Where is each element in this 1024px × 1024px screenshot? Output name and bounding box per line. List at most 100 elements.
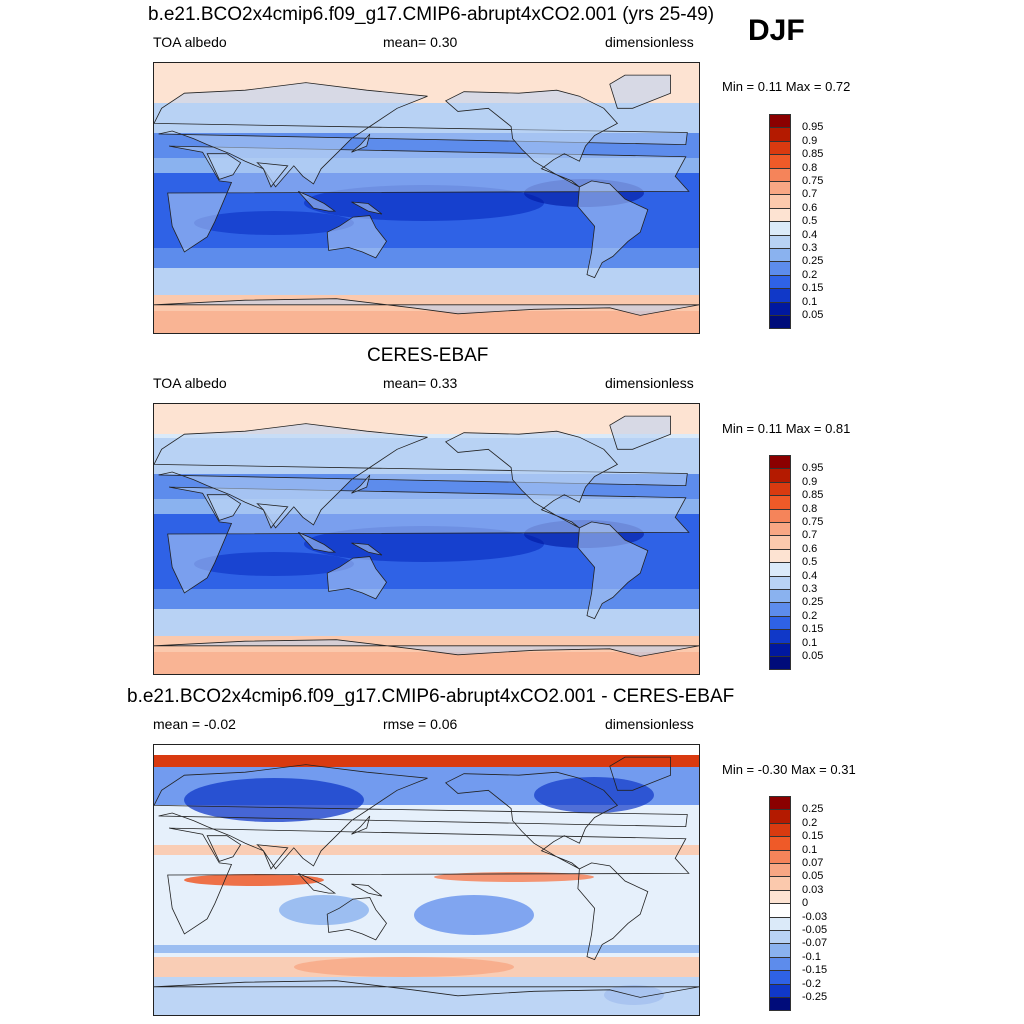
coastline bbox=[206, 835, 242, 862]
coastline bbox=[154, 298, 699, 316]
panel-1-map bbox=[153, 62, 700, 334]
colorbar-tick-label: -0.25 bbox=[802, 991, 828, 1003]
coastline bbox=[167, 827, 690, 935]
coastline bbox=[154, 639, 699, 657]
colorbar-tick-label: 0.2 bbox=[802, 816, 818, 829]
panel-2-units-label: dimensionless bbox=[605, 375, 694, 391]
colorbar-swatch bbox=[769, 997, 791, 1012]
colorbar-swatch bbox=[769, 930, 791, 945]
colorbar-tick-label: 0.75 bbox=[802, 516, 824, 528]
panel-2-minmax: Min = 0.11 Max = 0.81 bbox=[722, 421, 851, 436]
coastline bbox=[167, 486, 690, 594]
colorbar-swatch bbox=[769, 863, 791, 878]
coastline bbox=[351, 474, 371, 494]
colorbar-swatch bbox=[769, 114, 791, 129]
colorbar-swatch bbox=[769, 167, 791, 182]
colorbar-tick-label: 0.15 bbox=[802, 282, 824, 295]
panel-1-colorbar bbox=[769, 114, 791, 330]
colorbar-tick-label: 0.4 bbox=[802, 569, 818, 582]
coastline bbox=[256, 503, 289, 529]
colorbar-tick-label: 0.2 bbox=[802, 268, 818, 281]
colorbar-swatch bbox=[769, 916, 791, 931]
coastline bbox=[154, 82, 688, 188]
coastline bbox=[154, 764, 688, 870]
panel-2-map bbox=[153, 403, 700, 675]
panel-2-variable-label: TOA albedo bbox=[153, 375, 227, 391]
colorbar-swatch bbox=[769, 602, 791, 617]
colorbar-swatch bbox=[769, 140, 791, 156]
colorbar-tick-label: 0.25 bbox=[802, 255, 824, 268]
panel-3-title: b.e21.BCO2x4cmip6.f09_g17.CMIP6-abrupt4x… bbox=[127, 686, 735, 707]
colorbar-swatch bbox=[769, 248, 791, 263]
colorbar-tick-label: 0.6 bbox=[802, 542, 818, 555]
coastline bbox=[351, 883, 383, 897]
colorbar-swatch bbox=[769, 983, 791, 998]
coastline bbox=[577, 180, 649, 279]
colorbar-swatch bbox=[769, 181, 791, 196]
colorbar-swatch bbox=[769, 127, 791, 142]
colorbar-swatch bbox=[769, 589, 791, 604]
panel-1-minmax: Min = 0.11 Max = 0.72 bbox=[722, 79, 851, 94]
colorbar-swatch bbox=[769, 522, 791, 537]
colorbar-tick-label: 0.9 bbox=[802, 475, 818, 488]
panel-3-rmse-label: rmse = 0.06 bbox=[383, 716, 458, 732]
colorbar-tick-label: 0.8 bbox=[802, 161, 818, 174]
colorbar-swatch bbox=[769, 903, 791, 918]
colorbar-swatch bbox=[769, 548, 791, 564]
colorbar-tick-label: 0.2 bbox=[802, 609, 818, 622]
coastline bbox=[298, 532, 337, 553]
colorbar-swatch bbox=[769, 207, 791, 223]
coastline bbox=[577, 521, 649, 620]
colorbar-tick-label: 0.15 bbox=[802, 623, 824, 636]
colorbar-swatch bbox=[769, 809, 791, 824]
season-label: DJF bbox=[748, 14, 805, 47]
colorbar-tick-label: 0.85 bbox=[802, 148, 824, 161]
colorbar-tick-label: 0.85 bbox=[802, 489, 824, 502]
coastline bbox=[351, 133, 371, 153]
coastline bbox=[609, 74, 671, 109]
coastline bbox=[351, 201, 383, 215]
coastline bbox=[298, 191, 337, 212]
colorbar-swatch bbox=[769, 796, 791, 811]
panel-1-mean-label: mean= 0.30 bbox=[383, 34, 458, 50]
colorbar-swatch bbox=[769, 575, 791, 590]
coastline bbox=[326, 897, 387, 941]
colorbar-tick-label: -0.07 bbox=[802, 937, 828, 950]
colorbar-swatch bbox=[769, 822, 791, 838]
colorbar-swatch bbox=[769, 970, 791, 985]
colorbar-swatch bbox=[769, 194, 791, 209]
coastline bbox=[577, 862, 649, 961]
colorbar-swatch bbox=[769, 315, 791, 330]
colorbar-tick-label: 0.05 bbox=[802, 309, 824, 321]
colorbar-tick-label: 0.5 bbox=[802, 556, 818, 569]
colorbar-tick-label: 0.1 bbox=[802, 295, 818, 308]
panel-3-map bbox=[153, 744, 700, 1016]
colorbar-tick-label: 0.7 bbox=[802, 188, 818, 201]
colorbar-swatch bbox=[769, 615, 791, 631]
colorbar-tick-label: 0.25 bbox=[802, 803, 824, 816]
coastline bbox=[444, 430, 619, 529]
panel-1-title: b.e21.BCO2x4cmip6.f09_g17.CMIP6-abrupt4x… bbox=[148, 4, 715, 25]
colorbar-swatch bbox=[769, 154, 791, 169]
colorbar-tick-label: 0.1 bbox=[802, 636, 818, 649]
coastline bbox=[256, 844, 289, 870]
coastline bbox=[206, 494, 242, 521]
coastline bbox=[351, 542, 383, 556]
colorbar-tick-label: 0.3 bbox=[802, 583, 818, 595]
colorbar-swatch bbox=[769, 956, 791, 972]
panel-3-colorbar bbox=[769, 796, 791, 1012]
colorbar-tick-label: -0.1 bbox=[802, 950, 821, 963]
panel-1-units-label: dimensionless bbox=[605, 34, 694, 50]
colorbar-swatch bbox=[769, 889, 791, 905]
colorbar-swatch bbox=[769, 274, 791, 290]
coastline bbox=[444, 771, 619, 870]
panel-2-mean-label: mean= 0.33 bbox=[383, 375, 458, 391]
colorbar-swatch bbox=[769, 455, 791, 470]
colorbar-tick-label: 0.95 bbox=[802, 121, 824, 134]
panel-1-variable-label: TOA albedo bbox=[153, 34, 227, 50]
coastline bbox=[154, 423, 688, 529]
colorbar-swatch bbox=[769, 629, 791, 644]
coastline bbox=[326, 215, 387, 259]
panel-3-mean-label: mean = -0.02 bbox=[153, 716, 236, 732]
coastline bbox=[154, 980, 699, 998]
